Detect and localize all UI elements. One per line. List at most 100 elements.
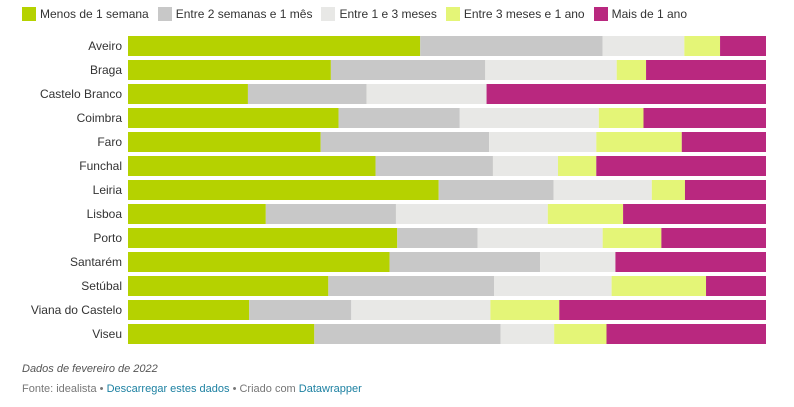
legend-swatch bbox=[593, 7, 608, 21]
bar-segment bbox=[661, 228, 766, 248]
bar-segment bbox=[615, 252, 766, 272]
download-data-link[interactable]: Descarregar estes dados bbox=[106, 383, 230, 395]
bar-row: Lisboa bbox=[87, 204, 766, 224]
bar-segment bbox=[623, 204, 766, 224]
legend-item: Entre 3 meses e 1 ano bbox=[445, 7, 585, 21]
category-label: Aveiro bbox=[88, 39, 122, 53]
bar-segment bbox=[395, 204, 548, 224]
bar-segment bbox=[492, 156, 559, 176]
stacked-bar-chart: Aveiro Braga Castelo Branco Coimbra Faro Func… bbox=[31, 36, 766, 344]
bar-segment bbox=[684, 36, 721, 56]
bar-segment bbox=[489, 132, 597, 152]
datawrapper-link[interactable]: Datawrapper bbox=[298, 383, 362, 395]
bar-segment bbox=[558, 156, 597, 176]
legend-label: Mais de 1 ano bbox=[611, 7, 687, 21]
bar-row: Leiria bbox=[93, 180, 766, 200]
bar-row: Santarém bbox=[70, 252, 766, 272]
bar-row: Braga bbox=[90, 60, 766, 80]
bar-segment bbox=[646, 60, 766, 80]
source-label: Fonte: idealista bbox=[22, 383, 97, 395]
bar-row: Porto bbox=[93, 228, 766, 248]
bar-row: Setúbal bbox=[81, 276, 766, 296]
bar-segment bbox=[490, 300, 560, 320]
bar-segment bbox=[249, 300, 352, 320]
category-label: Lisboa bbox=[87, 207, 123, 221]
bar-segment bbox=[389, 252, 541, 272]
bar-segment bbox=[128, 180, 439, 200]
bar-segment bbox=[128, 108, 339, 128]
bar-segment bbox=[375, 156, 493, 176]
category-label: Santarém bbox=[70, 255, 122, 269]
bar-segment bbox=[128, 132, 321, 152]
bar-segment bbox=[684, 180, 766, 200]
legend-label: Entre 2 semanas e 1 mês bbox=[175, 7, 313, 21]
bar-segment bbox=[494, 276, 612, 296]
chart-legend: Menos de 1 semana Entre 2 semanas e 1 mês… bbox=[22, 7, 696, 21]
bar-segment bbox=[320, 132, 490, 152]
category-label: Viseu bbox=[92, 327, 122, 341]
legend-label: Menos de 1 semana bbox=[40, 7, 149, 21]
bar-segment bbox=[643, 108, 766, 128]
bar-segment bbox=[397, 228, 478, 248]
bar-segment bbox=[602, 36, 685, 56]
legend-label: Entre 3 meses e 1 ano bbox=[463, 7, 585, 21]
category-label: Coimbra bbox=[77, 111, 123, 125]
bar-segment bbox=[547, 204, 624, 224]
category-label: Viana do Castelo bbox=[31, 303, 123, 317]
category-label: Castelo Branco bbox=[40, 87, 122, 101]
category-label: Braga bbox=[90, 63, 122, 77]
bar-segment bbox=[651, 180, 685, 200]
bar-segment bbox=[351, 300, 491, 320]
bar-segment bbox=[477, 228, 603, 248]
chart-footer: Fonte: idealista • Descarregar estes dad… bbox=[22, 383, 362, 395]
legend-item: Mais de 1 ano bbox=[593, 7, 687, 21]
bar-segment bbox=[606, 324, 766, 344]
bar-row: Castelo Branco bbox=[40, 84, 766, 104]
bar-segment bbox=[128, 156, 376, 176]
bar-segment bbox=[485, 60, 617, 80]
bar-segment bbox=[598, 108, 644, 128]
bar-segment bbox=[128, 60, 331, 80]
bar-segment bbox=[128, 300, 250, 320]
bar-row: Aveiro bbox=[88, 36, 766, 56]
bar-segment bbox=[330, 60, 486, 80]
bar-row: Viana do Castelo bbox=[31, 300, 766, 320]
category-label: Leiria bbox=[93, 183, 123, 197]
legend-item: Entre 1 e 3 meses bbox=[321, 7, 437, 21]
legend-swatch bbox=[321, 7, 336, 21]
created-label: Criado com bbox=[239, 383, 296, 395]
bar-row: Viseu bbox=[92, 324, 766, 344]
legend-label: Entre 1 e 3 meses bbox=[339, 7, 437, 21]
bar-segment bbox=[420, 36, 603, 56]
bar-row: Funchal bbox=[79, 156, 766, 176]
legend-swatch bbox=[157, 7, 172, 21]
bar-segment bbox=[553, 180, 652, 200]
bar-segment bbox=[554, 324, 607, 344]
bar-segment bbox=[681, 132, 766, 152]
bar-segment bbox=[128, 204, 266, 224]
bar-row: Coimbra bbox=[77, 108, 766, 128]
bar-segment bbox=[328, 276, 495, 296]
bar-segment bbox=[616, 60, 647, 80]
bar-segment bbox=[720, 36, 766, 56]
bar-segment bbox=[338, 108, 460, 128]
bar-segment bbox=[128, 36, 421, 56]
bar-segment bbox=[596, 132, 682, 152]
bar-segment bbox=[500, 324, 555, 344]
bar-segment bbox=[128, 252, 390, 272]
bar-segment bbox=[438, 180, 554, 200]
bar-segment bbox=[247, 84, 367, 104]
bar-segment bbox=[128, 324, 315, 344]
bar-segment bbox=[706, 276, 766, 296]
category-label: Porto bbox=[93, 231, 122, 245]
footer-separator: • bbox=[232, 383, 237, 395]
footer-separator: • bbox=[99, 383, 104, 395]
category-label: Funchal bbox=[79, 159, 122, 173]
bar-segment bbox=[486, 84, 766, 104]
category-label: Faro bbox=[97, 135, 122, 149]
legend-item: Menos de 1 semana bbox=[22, 7, 149, 21]
bar-row: Faro bbox=[97, 132, 766, 152]
chart-note: Dados de fevereiro de 2022 bbox=[22, 363, 158, 375]
bar-segment bbox=[602, 228, 662, 248]
bar-segment bbox=[596, 156, 766, 176]
